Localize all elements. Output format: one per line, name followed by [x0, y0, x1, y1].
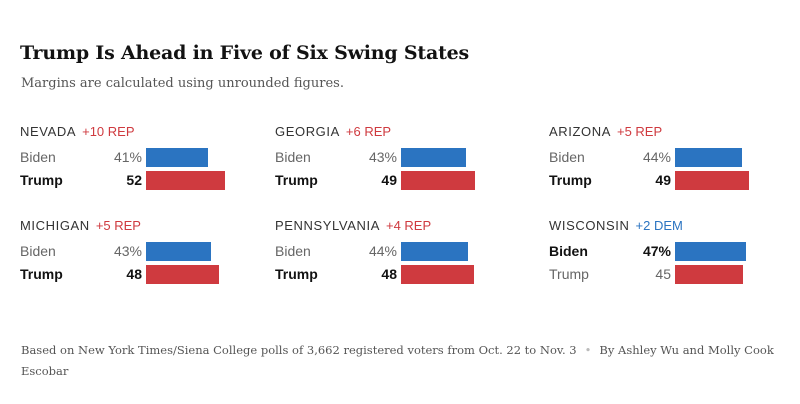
vote-share-label: 48	[126, 266, 142, 282]
byline: By Ashley Wu and Molly Cook Escobar	[21, 343, 774, 378]
chart-title: Trump Is Ahead in Five of Six Swing Stat…	[20, 42, 470, 64]
candidate-row-trump: Trump 48	[20, 265, 260, 285]
margin-label: +2 DEM	[635, 218, 683, 233]
bar-dem	[401, 242, 468, 261]
separator-dot: •	[584, 343, 592, 357]
candidate-row-biden: Biden 43%	[275, 148, 515, 168]
bar-rep	[401, 265, 474, 284]
state-panel-michigan: MICHIGAN +5 REP Biden 43% Trump 48	[20, 218, 260, 298]
source-note: Based on New York Times/Siena College po…	[21, 343, 577, 357]
candidate-row-biden: Biden 47%	[549, 242, 789, 262]
margin-label: +5 REP	[95, 218, 141, 233]
margin-label: +6 REP	[345, 124, 392, 139]
bar-dem	[675, 242, 746, 261]
candidate-row-trump: Trump 52	[20, 171, 260, 191]
margin-label: +10 REP	[82, 124, 135, 139]
state-panel-wisconsin: WISCONSIN +2 DEM Biden 47% Trump 45	[549, 218, 789, 298]
state-panel-pennsylvania: PENNSYLVANIA +4 REP Biden 44% Trump 48	[275, 218, 515, 298]
state-header: ARIZONA +5 REP	[549, 124, 662, 139]
candidate-row-biden: Biden 44%	[549, 148, 789, 168]
candidate-row-biden: Biden 43%	[20, 242, 260, 262]
bar-rep	[146, 171, 225, 190]
vote-share-label: 49	[381, 172, 397, 188]
bar-dem	[675, 148, 742, 167]
candidate-row-biden: Biden 41%	[20, 148, 260, 168]
footer-note: Based on New York Times/Siena College po…	[21, 340, 781, 382]
candidate-row-trump: Trump 49	[549, 171, 789, 191]
candidate-name: Biden	[20, 149, 56, 165]
candidate-row-trump: Trump 45	[549, 265, 789, 285]
bar-rep	[401, 171, 475, 190]
state-header: NEVADA +10 REP	[20, 124, 135, 139]
candidate-row-biden: Biden 44%	[275, 242, 515, 262]
state-name: ARIZONA	[549, 124, 611, 139]
vote-share-label: 49	[655, 172, 671, 188]
state-header: WISCONSIN +2 DEM	[549, 218, 683, 233]
vote-share-label: 45	[655, 266, 671, 282]
candidate-name: Trump	[549, 266, 589, 282]
vote-share-label: 52	[126, 172, 142, 188]
vote-share-label: 44%	[368, 243, 397, 259]
bar-dem	[146, 242, 211, 261]
vote-share-label: 44%	[642, 149, 671, 165]
candidate-name: Trump	[20, 172, 63, 188]
candidate-name: Biden	[549, 243, 588, 259]
candidate-name: Biden	[275, 149, 311, 165]
bar-rep	[675, 265, 743, 284]
chart-subtitle: Margins are calculated using unrounded f…	[21, 76, 344, 91]
candidate-name: Biden	[20, 243, 56, 259]
state-name: NEVADA	[20, 124, 77, 139]
state-panel-georgia: GEORGIA +6 REP Biden 43% Trump 49	[275, 124, 515, 204]
state-name: MICHIGAN	[20, 218, 90, 233]
state-header: PENNSYLVANIA +4 REP	[275, 218, 431, 233]
candidate-row-trump: Trump 48	[275, 265, 515, 285]
vote-share-label: 43%	[113, 243, 142, 259]
state-panel-arizona: ARIZONA +5 REP Biden 44% Trump 49	[549, 124, 789, 204]
margin-label: +5 REP	[616, 124, 663, 139]
bar-dem	[401, 148, 466, 167]
bar-rep	[675, 171, 749, 190]
margin-label: +4 REP	[385, 218, 432, 233]
candidate-name: Trump	[20, 266, 63, 282]
state-panel-nevada: NEVADA +10 REP Biden 41% Trump 52	[20, 124, 260, 204]
state-header: MICHIGAN +5 REP	[20, 218, 141, 233]
candidate-name: Biden	[275, 243, 311, 259]
state-name: PENNSYLVANIA	[275, 218, 380, 233]
candidate-name: Trump	[275, 172, 318, 188]
state-header: GEORGIA +6 REP	[275, 124, 391, 139]
vote-share-label: 43%	[368, 149, 397, 165]
candidate-name: Biden	[549, 149, 585, 165]
vote-share-label: 48	[381, 266, 397, 282]
candidate-row-trump: Trump 49	[275, 171, 515, 191]
state-name: GEORGIA	[275, 124, 340, 139]
state-name: WISCONSIN	[549, 218, 630, 233]
candidate-name: Trump	[275, 266, 318, 282]
candidate-name: Trump	[549, 172, 592, 188]
vote-share-label: 41%	[113, 149, 142, 165]
bar-dem	[146, 148, 208, 167]
vote-share-label: 47%	[642, 243, 671, 259]
bar-rep	[146, 265, 219, 284]
